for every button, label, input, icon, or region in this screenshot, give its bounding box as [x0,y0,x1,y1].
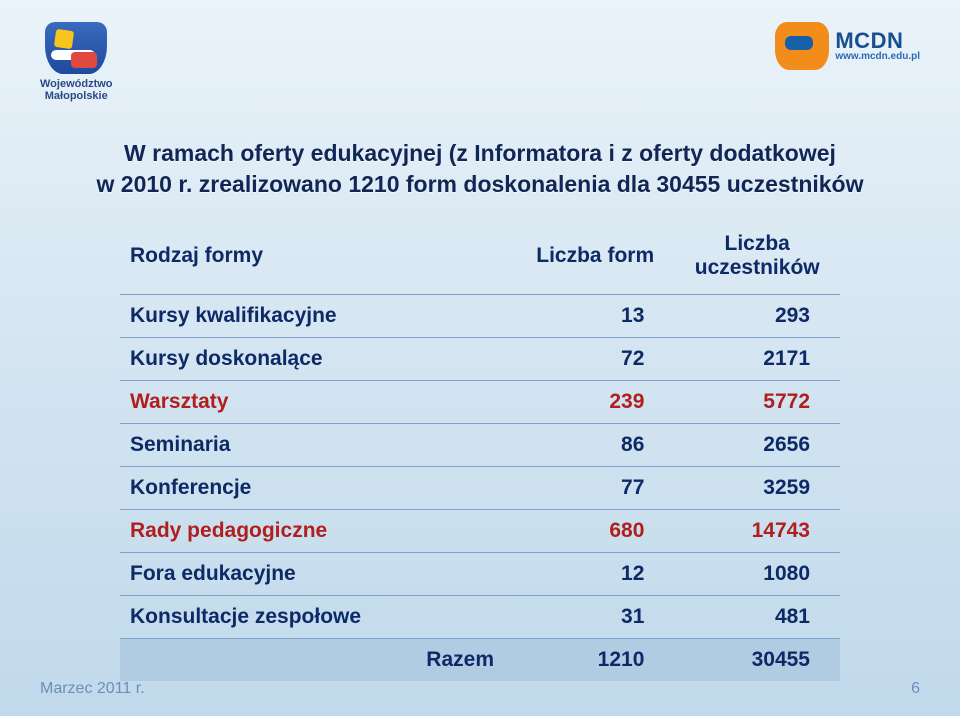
table-row: Konsultacje zespołowe31481 [120,596,840,639]
row-participants: 14743 [674,510,840,553]
table-row: Konferencje773259 [120,467,840,510]
logo-right-brand: MCDN [835,30,920,52]
logo-right: MCDN www.mcdn.edu.pl [775,22,920,70]
row-label: Fora edukacyjne [120,553,516,596]
logo-right-url: www.mcdn.edu.pl [835,52,920,62]
logo-left: Województwo Małopolskie [40,22,113,102]
row-label: Konferencje [120,467,516,510]
footer-date: Marzec 2011 r. [40,680,145,698]
title-line-2: w 2010 r. zrealizowano 1210 form doskona… [97,171,864,197]
row-participants: 481 [674,596,840,639]
header-col-2: Liczba form [516,222,674,295]
footer-page-number: 6 [911,680,920,698]
total-forms: 1210 [516,639,674,682]
malopolskie-shield-icon [45,22,107,74]
total-label: Razem [120,639,516,682]
row-forms: 239 [516,381,674,424]
row-label: Konsultacje zespołowe [120,596,516,639]
row-forms: 12 [516,553,674,596]
row-forms: 77 [516,467,674,510]
row-label: Rady pedagogiczne [120,510,516,553]
row-participants: 5772 [674,381,840,424]
table-row: Kursy doskonalące722171 [120,338,840,381]
table-header-row: Rodzaj formy Liczba form Liczba uczestni… [120,222,840,295]
table-row: Rady pedagogiczne68014743 [120,510,840,553]
header-col-1: Rodzaj formy [120,222,516,295]
table-total-row: Razem121030455 [120,639,840,682]
row-label: Kursy doskonalące [120,338,516,381]
total-participants: 30455 [674,639,840,682]
title-line-1: W ramach oferty edukacyjnej (z Informato… [124,140,836,166]
logo-left-line2: Małopolskie [45,90,108,102]
row-participants: 1080 [674,553,840,596]
table-row: Kursy kwalifikacyjne13293 [120,295,840,338]
slide-title: W ramach oferty edukacyjnej (z Informato… [0,138,960,200]
row-label: Warsztaty [120,381,516,424]
header-col-3: Liczba uczestników [674,222,840,295]
logo-left-line1: Województwo [40,78,113,90]
row-participants: 2656 [674,424,840,467]
logo-left-label: Województwo Małopolskie [40,78,113,102]
table-row: Warsztaty2395772 [120,381,840,424]
mcdn-mark-icon [775,22,829,70]
row-participants: 2171 [674,338,840,381]
row-forms: 680 [516,510,674,553]
summary-table: Rodzaj formy Liczba form Liczba uczestni… [120,222,840,681]
slide-footer: Marzec 2011 r. 6 [40,680,920,698]
row-forms: 13 [516,295,674,338]
row-forms: 31 [516,596,674,639]
row-forms: 72 [516,338,674,381]
row-label: Seminaria [120,424,516,467]
table-row: Fora edukacyjne121080 [120,553,840,596]
table-row: Seminaria862656 [120,424,840,467]
row-label: Kursy kwalifikacyjne [120,295,516,338]
row-forms: 86 [516,424,674,467]
row-participants: 3259 [674,467,840,510]
row-participants: 293 [674,295,840,338]
